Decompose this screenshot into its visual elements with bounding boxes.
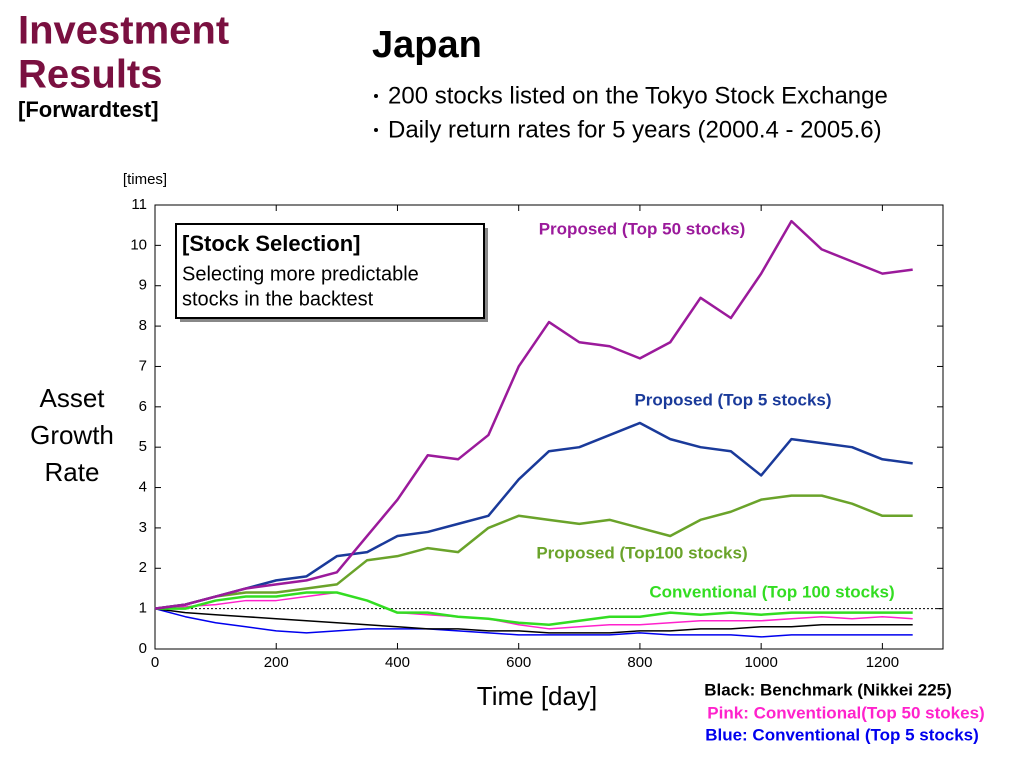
y-tick-label: 5 (139, 438, 147, 455)
heading: Japan (372, 24, 482, 66)
y-tick-label: 7 (139, 357, 147, 374)
callout-text: Selecting more predictable (182, 263, 419, 285)
callout-box (175, 223, 485, 319)
series-line (154, 607, 913, 638)
bullet: Daily return rates for 5 years (2000.4 -… (388, 116, 882, 143)
y-tick-label: 1 (139, 600, 147, 617)
y-unit: [times] (123, 171, 167, 188)
x-tick-label: 800 (627, 654, 652, 671)
bullet-dot (374, 128, 378, 132)
plot: 0 1 2 3 4 5 6 7 8 9 10 11 0 200 400 600 800 1000 1200 [time… (30, 171, 944, 711)
x-tick-label: 400 (385, 654, 410, 671)
y-tick-label: 11 (131, 196, 147, 213)
series-label: Black: Benchmark (Nikkei 225) (704, 680, 952, 699)
y-tick-label: 3 (139, 519, 147, 536)
series-line (154, 591, 913, 630)
slide-title: Results (18, 53, 163, 97)
series-line (154, 421, 913, 610)
y-tick-label: 8 (139, 317, 147, 334)
x-tick-label: 1000 (744, 654, 777, 671)
series-label: Conventional (Top 100 stocks) (649, 582, 894, 601)
callout-text: stocks in the backtest (182, 288, 374, 310)
x-axis-label: Time [day] (477, 681, 597, 711)
series-label: Pink: Conventional(Top 50 stokes) (707, 703, 984, 722)
series-line (154, 607, 913, 634)
callout-title: [Stock Selection] (182, 231, 360, 256)
x-tick-label: 0 (151, 654, 159, 671)
series-label: Proposed (Top100 stocks) (536, 543, 747, 562)
x-tick-label: 200 (264, 654, 289, 671)
series-line (154, 494, 913, 610)
y-tick-label: 9 (139, 277, 147, 294)
y-tick-label: 4 (139, 479, 147, 496)
y-axis-label: Rate (45, 457, 100, 487)
x-tick-label: 600 (506, 654, 531, 671)
y-tick-label: 10 (130, 236, 147, 253)
series-label: Proposed (Top 5 stocks) (634, 390, 831, 409)
y-axis-label: Asset (39, 383, 105, 413)
bullet-dot (374, 94, 378, 98)
y-tick-label: 2 (139, 559, 147, 576)
series-label: Blue: Conventional (Top 5 stocks) (705, 725, 979, 744)
series-label: Proposed (Top 50 stocks) (539, 219, 746, 238)
plot-frame (154, 204, 944, 650)
series-line (155, 591, 913, 627)
y-axis-label: Growth (30, 420, 114, 450)
x-tick-label: 1200 (866, 654, 899, 671)
slide-subtitle: [Forwardtest] (18, 97, 159, 122)
y-tick-label: 0 (139, 640, 147, 657)
series-line (154, 219, 913, 610)
slide-title: Investment (18, 9, 229, 53)
bullet: 200 stocks listed on the Tokyo Stock Exc… (388, 82, 888, 109)
y-tick-label: 6 (139, 398, 147, 415)
